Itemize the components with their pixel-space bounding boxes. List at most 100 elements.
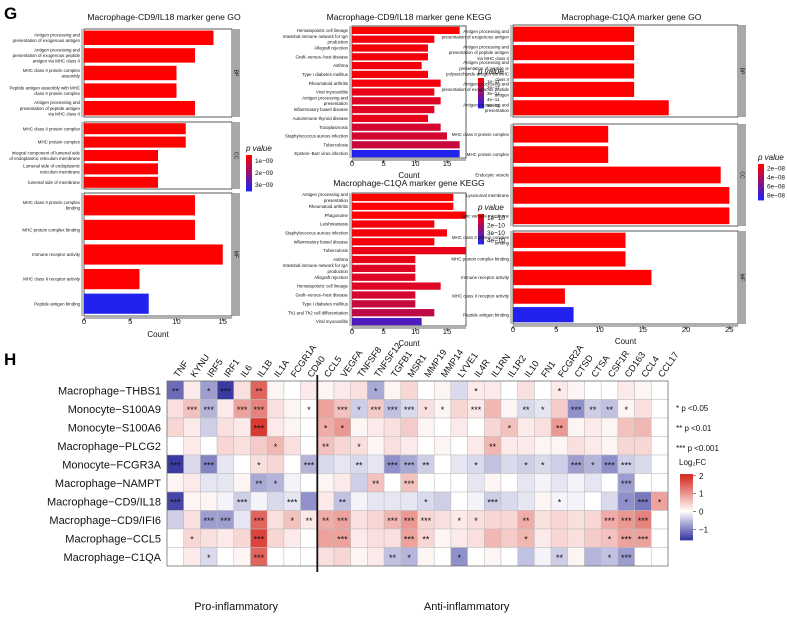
- significance-star: *: [524, 534, 528, 544]
- heatmap-cell: [500, 436, 518, 456]
- colorbar-step: [680, 487, 693, 490]
- bar: [513, 100, 669, 116]
- chart-title: Macrophage-CD9/IL18 marker gene KEGG: [327, 12, 492, 22]
- bar: [84, 163, 158, 175]
- category-label: of endoplasmic reticulum membrane: [9, 156, 80, 161]
- category-label: Tuberculosis: [323, 248, 349, 253]
- significance-star: **: [339, 497, 347, 507]
- category-label: Toxoplasmosis: [319, 125, 349, 130]
- colorbar-step: [680, 475, 693, 478]
- heatmap-cell: [433, 454, 452, 474]
- heatmap-cell: [400, 380, 418, 400]
- legend-gradient-step: [246, 155, 252, 157]
- category-label: Antigen processing and: [463, 81, 509, 86]
- significance-star: ***: [404, 405, 415, 415]
- category-label: Antigen processing and: [302, 96, 348, 101]
- row-label: Monocyte−S100A6: [68, 422, 161, 434]
- heatmap-cell: [283, 473, 301, 493]
- category-label: polysaccharide antigen via MHC: [446, 71, 509, 76]
- heatmap-cell: [567, 473, 585, 493]
- significance-star: **: [489, 442, 497, 452]
- legend-label: 1e−09: [255, 158, 273, 165]
- significance-star: **: [255, 479, 263, 489]
- legend-gradient-step: [478, 232, 484, 235]
- category-label: Intestinal immune network for IgA: [283, 263, 348, 268]
- heatmap-cell: [166, 399, 184, 419]
- colorbar-step: [680, 538, 693, 541]
- x-tick-label: 0: [350, 327, 354, 336]
- heatmap-cell: [550, 473, 569, 493]
- significance-star: *: [608, 553, 612, 563]
- bar-chart-3: Macrophage-C1QA marker gene KEGG Antigen …: [283, 178, 506, 348]
- category-label: Rheumatoid arthritis: [309, 204, 349, 209]
- category-label: production: [327, 40, 348, 45]
- facet-2: CC MHC class II protein complex MHC protei…: [9, 121, 240, 190]
- heatmap-cell: [367, 454, 385, 474]
- bar: [84, 30, 214, 46]
- colorbar-step: [680, 511, 693, 514]
- significance-star: **: [606, 405, 614, 415]
- heatmap-cell: [617, 436, 635, 456]
- heatmap-cell: [233, 528, 251, 548]
- category-label: antigen via MHC class II: [33, 59, 80, 64]
- category-label: binding: [66, 206, 81, 211]
- heatmap-cell: [200, 473, 218, 493]
- significance-star: **: [356, 460, 364, 470]
- legend-gradient-step: [246, 168, 252, 171]
- legend-title: p value: [245, 144, 272, 153]
- legend-gradient-step: [478, 242, 484, 245]
- heatmap-cell: [617, 417, 635, 437]
- heatmap-cell: [200, 417, 218, 437]
- colorbar-step: [680, 520, 693, 523]
- heatmap-cell: [417, 473, 435, 493]
- colorbar-step: [680, 483, 693, 486]
- legend-gradient-step: [246, 162, 252, 165]
- significance-star: *: [608, 534, 612, 544]
- bar: [352, 79, 441, 87]
- legend-label: 6e−08: [767, 184, 785, 191]
- heatmap-cell: [634, 399, 652, 419]
- legend-gradient-step: [246, 176, 252, 178]
- heatmap-cell: [266, 491, 285, 511]
- legend-gradient-step: [758, 197, 764, 199]
- legend-gradient-step: [478, 86, 484, 89]
- legend-gradient-step: [246, 189, 252, 192]
- legend-gradient-step: [478, 83, 484, 85]
- heatmap-cell: [550, 454, 569, 474]
- legend-gradient-step: [758, 168, 764, 171]
- colorbar-step: [680, 523, 693, 526]
- category-label: Antigen processing and: [463, 60, 509, 65]
- significance-star: ***: [254, 405, 265, 415]
- legend-gradient-step: [246, 173, 252, 175]
- significance-star: ***: [571, 460, 582, 470]
- significance-star: ***: [621, 553, 632, 563]
- x-tick-label: 20: [682, 325, 690, 334]
- legend-gradient-step: [758, 177, 764, 180]
- bar-charts-layer: Macrophage-CD9/IL18 marker gene GO BP Anti…: [9, 12, 785, 348]
- heatmap-cell: [300, 417, 318, 437]
- legend-gradient-step: [478, 216, 484, 219]
- legend-label: 8e−08: [767, 193, 785, 200]
- legend-gradient-step: [758, 186, 764, 189]
- category-label: presentation of peptide antigen: [20, 106, 81, 111]
- category-label: Staphylococcus aureus infection: [285, 134, 349, 139]
- heatmap-cell: [634, 454, 652, 474]
- legend-gradient-step: [478, 88, 484, 90]
- bar: [513, 26, 635, 42]
- heatmap-cell: [517, 436, 535, 456]
- heatmap-cell: [500, 399, 518, 419]
- heatmap-cell: [317, 473, 335, 493]
- heatmap-cell: [534, 547, 552, 567]
- category-label: via MHC class II: [48, 111, 80, 116]
- significance-star: ***: [621, 479, 632, 489]
- heatmap-cell: [517, 547, 535, 567]
- heatmap-cell: [166, 510, 184, 530]
- category-label: antigen: [495, 93, 510, 98]
- heatmap-cell: [283, 454, 301, 474]
- bar: [513, 45, 635, 61]
- legend-gradient-step: [758, 182, 764, 184]
- heatmap-cell: [651, 417, 669, 437]
- category-label: MHC protein complex: [38, 140, 81, 145]
